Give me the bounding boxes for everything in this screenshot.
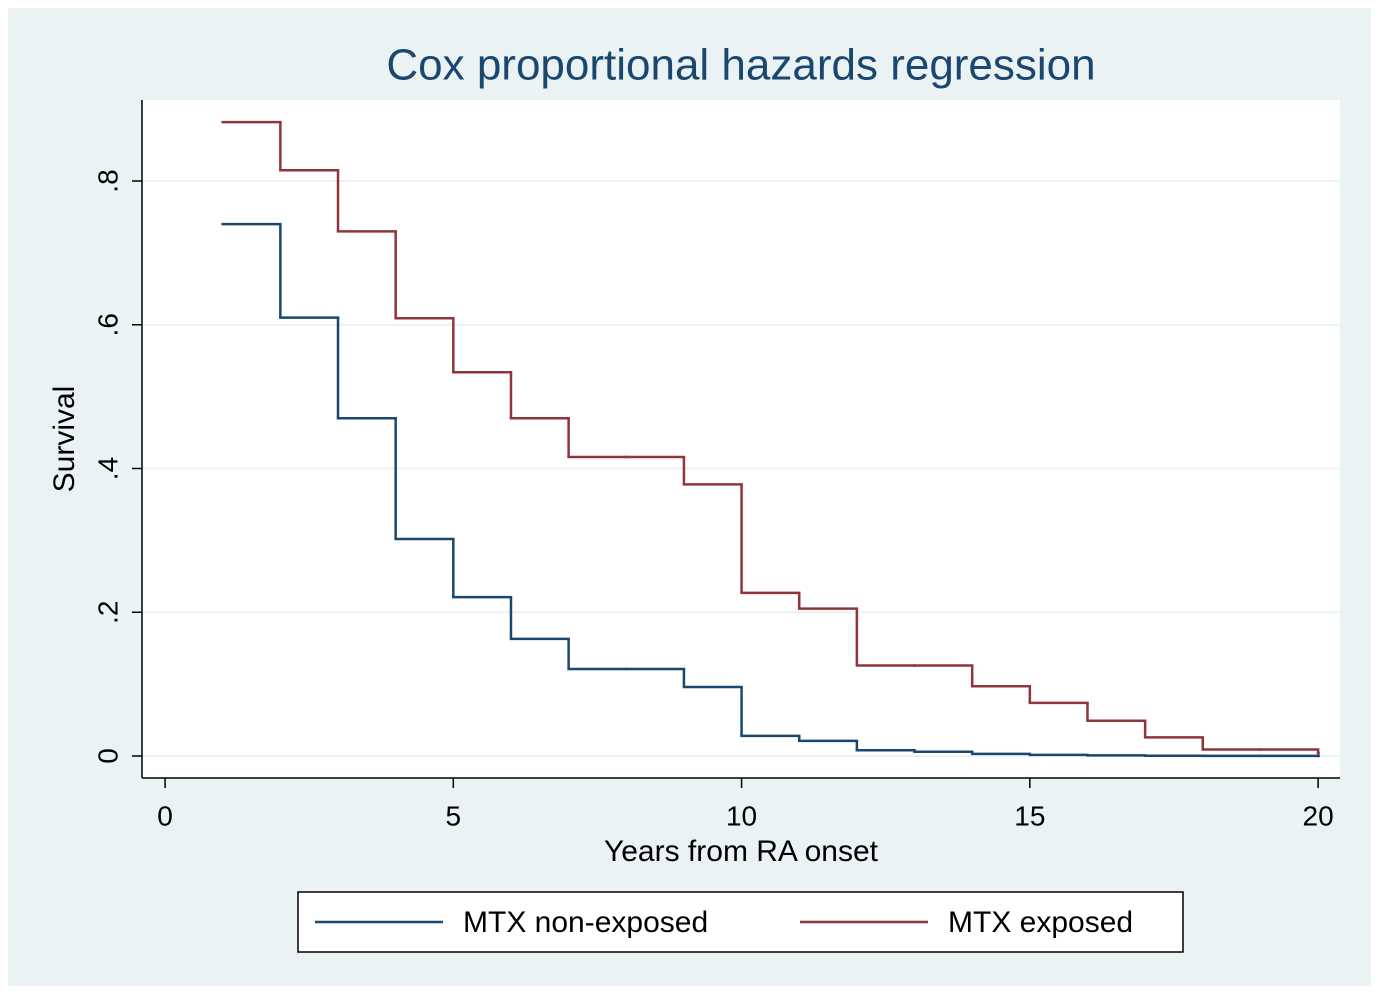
- legend-label: MTX non-exposed: [463, 906, 708, 939]
- legend-label: MTX exposed: [948, 906, 1133, 939]
- plot-area: [142, 100, 1340, 778]
- y-axis-label: Survival: [48, 386, 81, 493]
- x-tick-label: 20: [1303, 800, 1334, 831]
- y-tick-label: .4: [92, 457, 123, 480]
- x-tick-label: 10: [726, 800, 757, 831]
- legend: [297, 891, 1184, 953]
- y-tick-label: 0: [92, 748, 123, 764]
- x-tick-label: 0: [157, 800, 173, 831]
- chart-title: Cox proportional hazards regression: [386, 41, 1095, 90]
- x-tick-label: 15: [1014, 800, 1045, 831]
- y-tick-label: .8: [92, 169, 123, 192]
- y-tick-label: .2: [92, 601, 123, 624]
- y-tick-label: .6: [92, 313, 123, 336]
- x-axis-label: Years from RA onset: [604, 835, 879, 868]
- x-tick-label: 5: [446, 800, 462, 831]
